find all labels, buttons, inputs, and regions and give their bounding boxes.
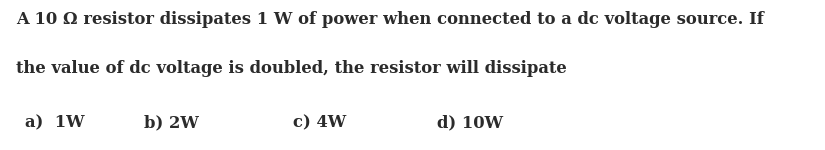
Text: c) 4W: c) 4W: [293, 114, 346, 131]
Text: the value of dc voltage is doubled, the resistor will dissipate: the value of dc voltage is doubled, the …: [16, 60, 568, 77]
Text: d) 10W: d) 10W: [437, 114, 503, 131]
Text: a)  1W: a) 1W: [25, 114, 84, 131]
Text: b) 2W: b) 2W: [144, 114, 200, 131]
Text: A 10 Ω resistor dissipates 1 W of power when connected to a dc voltage source. I: A 10 Ω resistor dissipates 1 W of power …: [16, 11, 765, 27]
